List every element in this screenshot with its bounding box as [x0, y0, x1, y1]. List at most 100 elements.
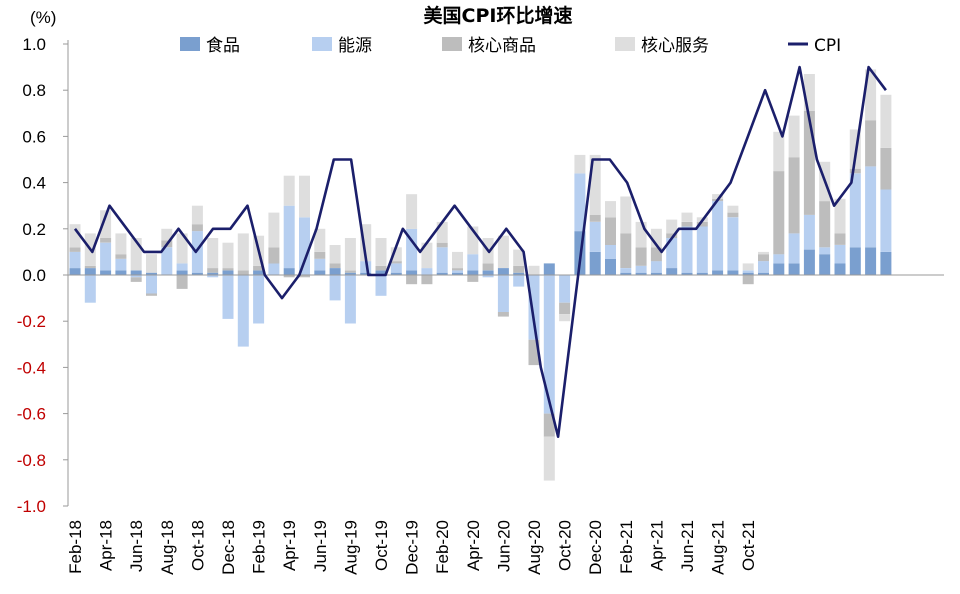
bar-food-48 — [803, 249, 815, 275]
bar-core_services-48 — [803, 74, 815, 111]
bar-food-22 — [406, 270, 418, 275]
bar-food-53 — [880, 251, 892, 275]
x-tick-label-14: Jun-20 — [494, 520, 513, 572]
bar-core_services-0 — [69, 224, 81, 248]
bar-food-27 — [482, 270, 494, 275]
bar-energy-44 — [742, 270, 754, 273]
bar-food-46 — [773, 263, 785, 275]
bar-food-8 — [191, 272, 203, 275]
bar-energy-41 — [696, 226, 708, 273]
bar-food-34 — [589, 251, 601, 275]
bar-core_goods-1 — [84, 265, 96, 269]
bar-food-26 — [467, 270, 479, 275]
bar-energy-18 — [344, 275, 356, 324]
legend-label-cpi: CPI — [814, 36, 841, 56]
bar-core_goods-36 — [620, 233, 632, 268]
x-tick-label-13: Apr-20 — [464, 520, 483, 571]
bar-food-42 — [712, 270, 724, 275]
bar-energy-7 — [176, 263, 188, 271]
bar-core_goods-7 — [176, 275, 188, 289]
bar-food-31 — [543, 263, 555, 275]
bar-core_goods-45 — [758, 254, 769, 262]
bar-core_services-16 — [314, 228, 326, 252]
bar-core_goods-2 — [100, 238, 112, 243]
bar-core_services-13 — [268, 212, 280, 248]
bar-energy-42 — [712, 201, 724, 271]
x-tick-label-22: Oct-21 — [739, 520, 758, 571]
bar-energy-22 — [406, 228, 418, 271]
bar-food-28 — [497, 268, 509, 275]
x-tick-label-12: Feb-20 — [433, 520, 452, 574]
x-tick-label-11: Dec-19 — [403, 520, 422, 575]
bar-energy-25 — [452, 270, 463, 273]
bar-core_goods-10 — [222, 268, 234, 271]
bar-core_goods-11 — [237, 270, 249, 275]
bar-core_services-14 — [283, 175, 295, 206]
bar-core_services-18 — [344, 238, 356, 271]
bar-core_goods-46 — [773, 171, 785, 255]
x-tick-label-21: Aug-21 — [709, 520, 728, 575]
bar-food-38 — [650, 272, 662, 275]
bar-food-40 — [681, 272, 693, 275]
bar-core_goods-23 — [421, 275, 433, 285]
bar-food-1 — [84, 268, 96, 275]
bar-core_goods-34 — [589, 214, 601, 222]
bar-core_goods-32 — [559, 302, 571, 315]
bar-food-16 — [314, 270, 326, 275]
bar-energy-27 — [482, 275, 494, 278]
x-tick-label-17: Dec-20 — [586, 520, 605, 575]
bar-energy-38 — [650, 261, 662, 273]
bar-energy-21 — [390, 263, 402, 273]
bar-core_services-43 — [727, 205, 739, 213]
bar-core_services-23 — [421, 242, 433, 269]
bar-core_services-6 — [161, 228, 173, 241]
bar-core_goods-3 — [115, 254, 127, 259]
bar-core_goods-37 — [635, 247, 647, 266]
bar-core_services-15 — [299, 175, 310, 218]
bar-core_services-26 — [467, 226, 479, 255]
bar-energy-15 — [299, 217, 310, 276]
bar-core_goods-39 — [666, 233, 678, 238]
bar-energy-39 — [666, 238, 678, 268]
bar-food-4 — [130, 270, 142, 275]
bar-core_goods-50 — [834, 233, 846, 245]
y-tick-label-10: -1.0 — [17, 497, 46, 516]
chart-title: 美国CPI环比增速 — [424, 4, 573, 27]
bar-core_goods-28 — [497, 312, 509, 317]
bar-food-24 — [436, 272, 448, 275]
x-tick-label-10: Oct-19 — [372, 520, 391, 571]
bar-core_services-29 — [513, 249, 525, 266]
legend-swatch-core_services — [615, 37, 635, 51]
x-tick-label-0: Feb-18 — [66, 520, 85, 574]
legend-swatch-energy — [312, 37, 332, 51]
bar-core_services-34 — [589, 154, 601, 215]
bar-core_services-2 — [100, 210, 112, 238]
bar-core_services-42 — [712, 194, 724, 199]
bar-food-45 — [758, 272, 769, 275]
bar-core_services-5 — [146, 254, 157, 273]
bar-energy-0 — [69, 251, 81, 269]
bar-energy-10 — [222, 275, 234, 319]
bar-core_goods-48 — [803, 111, 815, 215]
bar-core_goods-15 — [299, 275, 310, 278]
bar-energy-24 — [436, 247, 448, 273]
bar-core_goods-4 — [130, 277, 142, 282]
y-tick-label-3: 0.4 — [22, 174, 46, 193]
bar-core_services-31 — [543, 436, 555, 481]
bar-energy-46 — [773, 254, 785, 264]
bar-core_goods-8 — [191, 224, 203, 232]
bar-energy-1 — [84, 275, 96, 303]
bar-core_goods-53 — [880, 147, 892, 190]
y-tick-label-8: -0.6 — [17, 405, 46, 424]
bar-core_goods-27 — [482, 263, 494, 271]
bar-core_goods-24 — [436, 242, 448, 248]
bar-food-0 — [69, 268, 81, 275]
bar-core_services-9 — [207, 238, 219, 268]
bar-core_goods-51 — [849, 168, 861, 174]
bar-core_services-52 — [865, 69, 877, 121]
bar-core_goods-9 — [207, 268, 219, 273]
bar-core_goods-44 — [742, 275, 754, 285]
bar-food-2 — [100, 270, 112, 275]
bar-food-21 — [390, 272, 402, 275]
